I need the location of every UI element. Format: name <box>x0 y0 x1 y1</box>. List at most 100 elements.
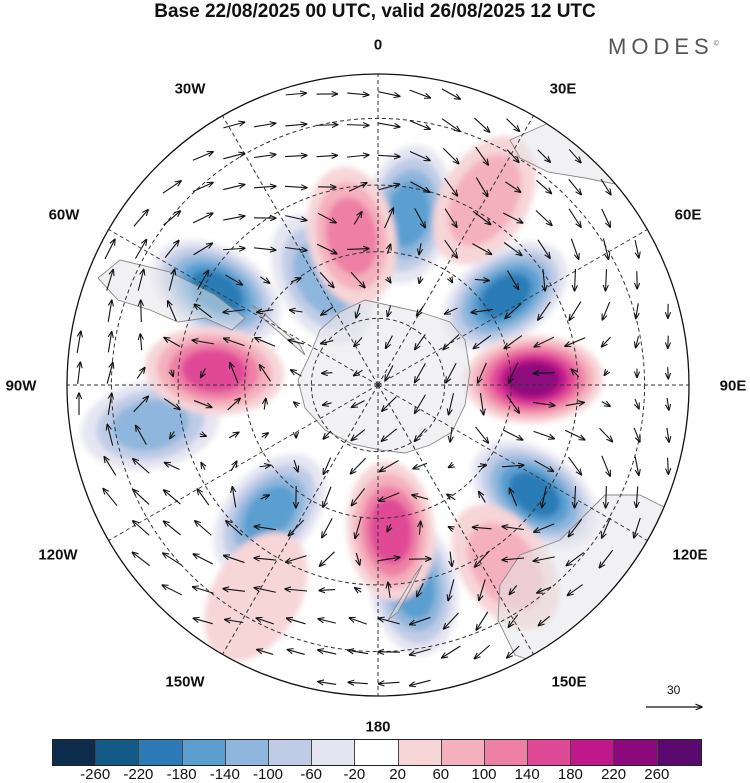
wind-vector <box>355 588 362 592</box>
colorbar-box <box>312 740 356 765</box>
wind-vector <box>133 459 150 474</box>
wind-vector <box>605 269 606 291</box>
wind-vector <box>387 523 391 532</box>
wind-vector <box>103 488 118 506</box>
wind-vector <box>568 148 581 162</box>
wind-vector <box>227 398 240 411</box>
wind-vector <box>356 552 359 565</box>
wind-vector <box>419 276 421 283</box>
colorbar-box <box>355 740 399 765</box>
wind-vector <box>133 396 149 413</box>
wind-vector <box>192 213 213 224</box>
wind-vector <box>506 394 520 413</box>
wind-vector <box>533 373 555 374</box>
wind-vector <box>477 465 486 467</box>
meridian-line <box>377 384 534 655</box>
wind-vector <box>538 615 551 625</box>
wind-vector <box>255 338 276 347</box>
wind-vector <box>387 305 390 316</box>
wind-vector <box>225 274 243 285</box>
wind-vector <box>534 336 555 347</box>
negative-anomaly-center <box>442 241 569 350</box>
colorbar-box <box>657 740 701 765</box>
wind-vector <box>195 521 212 536</box>
wind-vector <box>346 125 369 126</box>
anomaly-contour-band <box>326 197 378 275</box>
wind-vector <box>475 426 489 443</box>
wind-vector <box>347 155 369 157</box>
wind-vector <box>350 271 365 287</box>
wind-vector <box>137 269 144 291</box>
wind-vector <box>351 487 366 505</box>
wind-vector <box>443 334 460 349</box>
wind-vector <box>378 557 400 560</box>
wind-vector <box>533 430 555 438</box>
colorbar-box <box>53 740 97 765</box>
wind-vector <box>351 400 365 408</box>
wind-vector <box>505 303 522 319</box>
wind-vector <box>533 556 555 561</box>
wind-vector <box>599 427 612 441</box>
label-lon-60w: 60W <box>48 206 80 224</box>
wind-vector <box>197 270 209 290</box>
wind-vector <box>475 550 490 567</box>
wind-vector <box>667 427 669 442</box>
colorbar-box <box>441 740 485 765</box>
wind-vector <box>503 242 522 256</box>
map-title: Base 22/08/2025 00 UTC, valid 26/08/2025… <box>154 1 596 22</box>
wind-vector <box>387 277 391 283</box>
wind-vector <box>417 305 424 316</box>
wind-vector <box>259 465 271 466</box>
colorbar-box <box>225 740 269 765</box>
wind-vector <box>409 89 431 98</box>
wind-vector <box>225 619 244 622</box>
wind-vector <box>475 177 487 197</box>
wind-vector <box>284 186 307 187</box>
wind-vector <box>107 393 111 415</box>
wind-vector <box>199 434 206 436</box>
wind-vector <box>570 238 578 260</box>
colorbar-box <box>268 740 313 765</box>
wind-vector <box>473 334 492 348</box>
wind-vector <box>230 461 237 472</box>
wind-vector <box>606 485 607 508</box>
wind-vector <box>636 336 639 347</box>
wind-vector <box>193 243 213 256</box>
wind-vector <box>378 122 400 127</box>
wind-vector <box>257 650 274 655</box>
wind-vector <box>471 309 493 312</box>
wind-vector <box>346 249 369 250</box>
colorbar-tick-label: -60 <box>300 766 323 783</box>
wind-vector <box>443 612 459 629</box>
wind-vector <box>599 549 614 568</box>
colorbar-box <box>139 740 183 765</box>
wind-vector <box>253 186 276 188</box>
wind-vector <box>568 456 582 475</box>
wind-vector <box>355 517 362 538</box>
wind-vector <box>354 337 363 347</box>
wind-vector <box>536 180 551 193</box>
wind-vector <box>348 183 367 192</box>
label-lon-120e: 120E <box>672 546 708 564</box>
colorbar-tick-label: -140 <box>209 766 240 783</box>
wind-vector <box>538 301 551 320</box>
wind-vector <box>108 332 111 353</box>
wind-vector <box>163 521 181 536</box>
label-lon-30e: 30E <box>549 80 577 98</box>
wind-vector <box>450 427 452 442</box>
wind-vector <box>480 393 483 415</box>
wind-vector <box>316 243 337 254</box>
wind-vector <box>602 517 611 538</box>
wind-vector <box>386 335 393 349</box>
wind-vector <box>506 270 518 290</box>
anomaly-contour-band <box>507 362 560 397</box>
wind-vector <box>192 587 214 594</box>
wind-vector <box>442 645 461 658</box>
wind-vector <box>192 183 213 192</box>
positive-anomaly-center <box>204 532 308 662</box>
wind-vector <box>254 123 276 128</box>
wind-vector <box>636 303 639 318</box>
wind-vector <box>509 362 518 383</box>
wind-vector <box>379 492 400 501</box>
wind-vector <box>287 618 306 625</box>
